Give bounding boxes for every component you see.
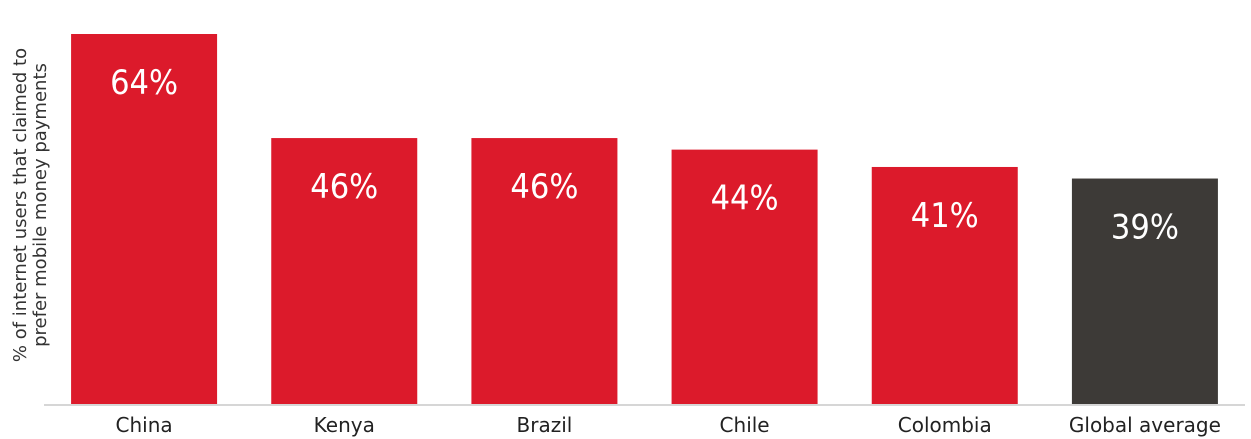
bar-china — [71, 34, 218, 404]
y-axis-label-line-2: prefer mobile money payments — [30, 63, 51, 347]
x-tick-kenya: Kenya — [314, 413, 375, 437]
bar-chile — [671, 149, 818, 404]
data-label-chile: 44% — [711, 179, 779, 219]
data-label-colombia: 41% — [911, 196, 979, 236]
bars: 64% 46% 46% 44% 41% 39% — [71, 34, 1218, 404]
x-tick-global-average: Global average — [1069, 413, 1221, 437]
data-label-kenya: 46% — [310, 167, 378, 207]
x-axis-ticks: China Kenya Brazil Chile Colombia Global aver… — [116, 413, 1221, 437]
x-tick-colombia: Colombia — [898, 413, 992, 437]
y-axis-label-line-1: % of internet users that claimed to — [10, 48, 31, 362]
data-label-china: 64% — [110, 63, 178, 103]
y-axis-label: % of internet users that claimed to pref… — [10, 48, 51, 362]
bar-colombia — [871, 166, 1018, 404]
bar-brazil — [471, 138, 618, 404]
x-tick-chile: Chile — [720, 413, 770, 437]
bar-global-average — [1071, 178, 1218, 404]
x-tick-china: China — [116, 413, 173, 437]
bar-kenya — [271, 138, 418, 404]
data-label-brazil: 46% — [510, 167, 578, 207]
data-label-global-average: 39% — [1111, 208, 1179, 248]
x-tick-brazil: Brazil — [517, 413, 573, 437]
